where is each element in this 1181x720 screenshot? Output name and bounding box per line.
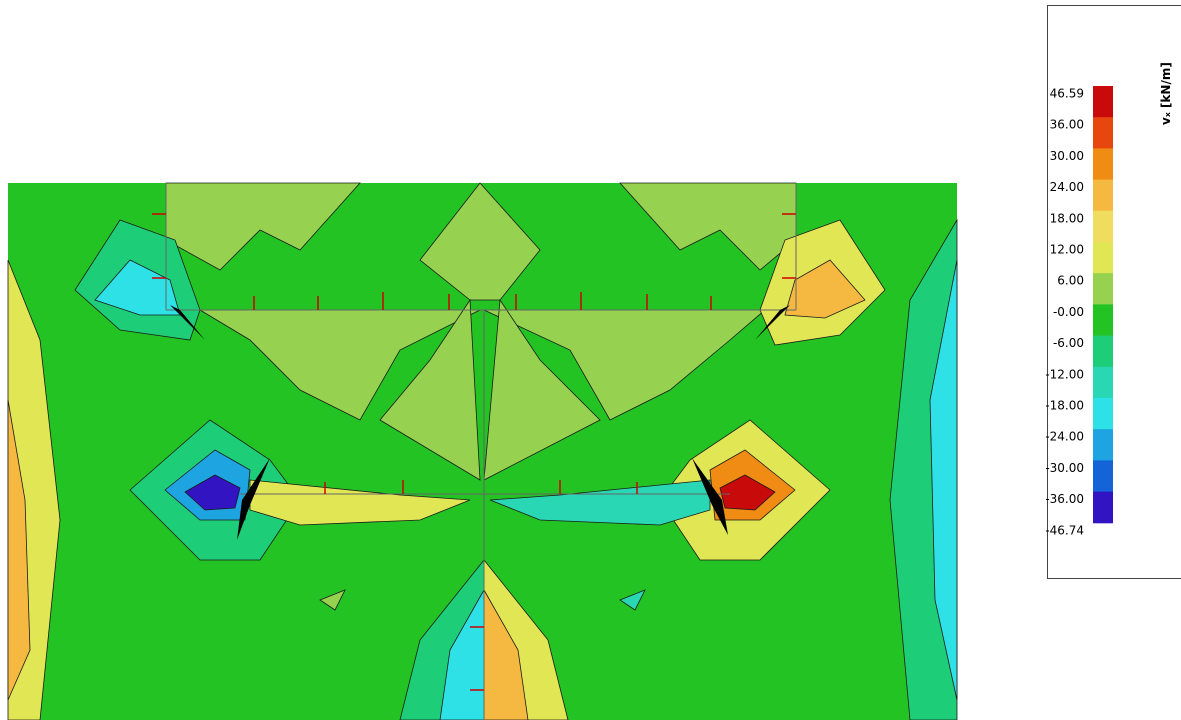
contour-region bbox=[483, 298, 601, 481]
contour-region bbox=[489, 479, 711, 526]
legend-swatch bbox=[1093, 304, 1113, 337]
contour-region bbox=[784, 259, 866, 319]
legend-label: -18.00 bbox=[1045, 399, 1084, 413]
legend-swatch bbox=[1093, 86, 1113, 118]
support-markers bbox=[152, 213, 796, 691]
contour-region bbox=[249, 479, 471, 526]
legend-title: vₓ [kN/m] bbox=[1159, 62, 1173, 125]
legend-swatch bbox=[1093, 398, 1113, 430]
legend-label: 46.59 bbox=[1050, 87, 1084, 101]
contour-plot bbox=[7, 182, 958, 720]
legend-box bbox=[1047, 5, 1181, 579]
structure-lines bbox=[165, 183, 797, 720]
legend-label: -0.00 bbox=[1053, 305, 1084, 319]
legend-swatch bbox=[1093, 179, 1113, 212]
legend-label: 36.00 bbox=[1050, 118, 1084, 132]
legend-label: -12.00 bbox=[1045, 367, 1084, 381]
contour-region bbox=[7, 399, 31, 701]
legend-label: 18.00 bbox=[1050, 211, 1084, 225]
legend: vₓ [kN/m] 46.59 36.00 30.00 24.00 18.00 12.00… bbox=[1045, 5, 1181, 579]
contour-region bbox=[929, 259, 958, 701]
singularity-mark bbox=[170, 305, 205, 340]
singularity-mark bbox=[692, 458, 728, 535]
legend-swatch bbox=[1093, 429, 1113, 461]
legend-swatch bbox=[1093, 335, 1113, 368]
legend-swatch bbox=[1093, 491, 1113, 524]
legend-label: 30.00 bbox=[1050, 149, 1084, 163]
contour-region bbox=[94, 259, 181, 316]
legend-swatch bbox=[1093, 210, 1113, 243]
legend-swatch bbox=[1093, 148, 1113, 181]
legend-swatch bbox=[1093, 242, 1113, 274]
legend-swatch bbox=[1093, 117, 1113, 149]
contour-region bbox=[619, 589, 646, 611]
contour-region bbox=[379, 298, 481, 481]
legend-swatch bbox=[1093, 366, 1113, 399]
contour-region bbox=[319, 589, 346, 611]
contour-region bbox=[419, 182, 541, 301]
contour-region bbox=[184, 474, 241, 511]
legend-label: -24.00 bbox=[1045, 430, 1084, 444]
contour-region bbox=[719, 474, 776, 511]
legend-swatch bbox=[1093, 460, 1113, 493]
legend-label: -30.00 bbox=[1045, 461, 1084, 475]
legend-label: -6.00 bbox=[1053, 336, 1084, 350]
legend-label: 6.00 bbox=[1057, 274, 1084, 288]
singularity-mark bbox=[755, 305, 790, 340]
singularity-mark bbox=[237, 458, 270, 540]
legend-label: 12.00 bbox=[1050, 243, 1084, 257]
legend-label: 24.00 bbox=[1050, 180, 1084, 194]
legend-label: -36.00 bbox=[1045, 492, 1084, 506]
legend-swatch bbox=[1093, 273, 1113, 305]
legend-label: -46.74 bbox=[1045, 523, 1084, 537]
